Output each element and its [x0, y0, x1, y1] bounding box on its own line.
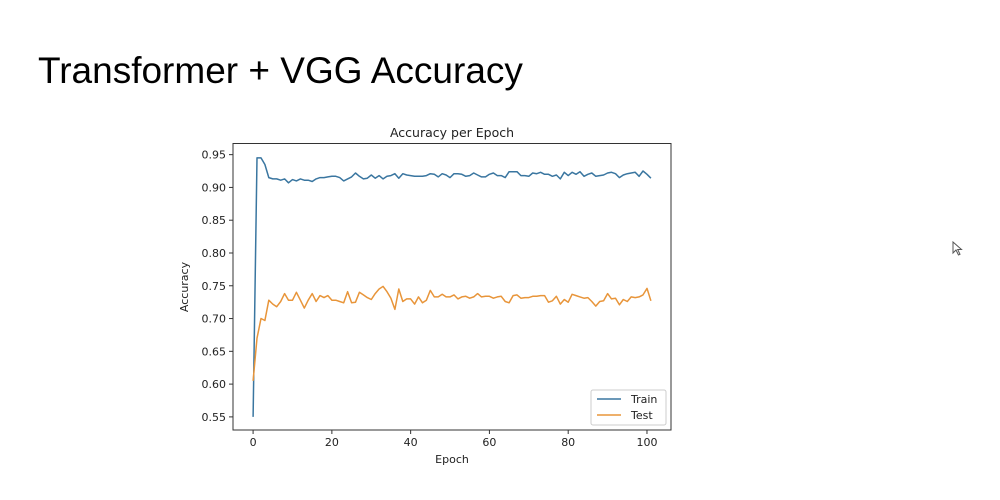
x-tick-label: 100 [636, 436, 657, 449]
y-tick-label: 0.65 [202, 345, 227, 358]
x-tick-label: 80 [561, 436, 575, 449]
legend-train-label: Train [630, 393, 657, 406]
x-tick-label: 20 [325, 436, 339, 449]
series-line-train [252, 157, 652, 417]
legend: Train Test [590, 389, 667, 426]
x-axis-label: Epoch [435, 453, 469, 466]
slide-title: Transformer + VGG Accuracy [38, 50, 523, 91]
y-tick-label: 0.75 [202, 280, 227, 293]
plot-frame [232, 143, 672, 431]
y-tick-label: 0.70 [202, 313, 227, 326]
y-tick-label: 0.55 [202, 411, 227, 424]
legend-test-label: Test [630, 409, 653, 422]
y-tick-label: 0.90 [202, 181, 227, 194]
x-tick-label: 40 [404, 436, 418, 449]
x-tick-label: 0 [250, 436, 257, 449]
y-tick-label: 0.60 [202, 378, 227, 391]
series-line-test [252, 285, 652, 381]
y-tick-label: 0.95 [202, 149, 227, 162]
x-tick-label: 60 [482, 436, 496, 449]
y-tick-label: 0.80 [202, 247, 227, 260]
y-tick-label: 0.85 [202, 214, 227, 227]
chart-title: Accuracy per Epoch [390, 125, 514, 140]
mouse-cursor-icon [952, 241, 963, 256]
y-axis-label: Accuracy [178, 261, 191, 312]
